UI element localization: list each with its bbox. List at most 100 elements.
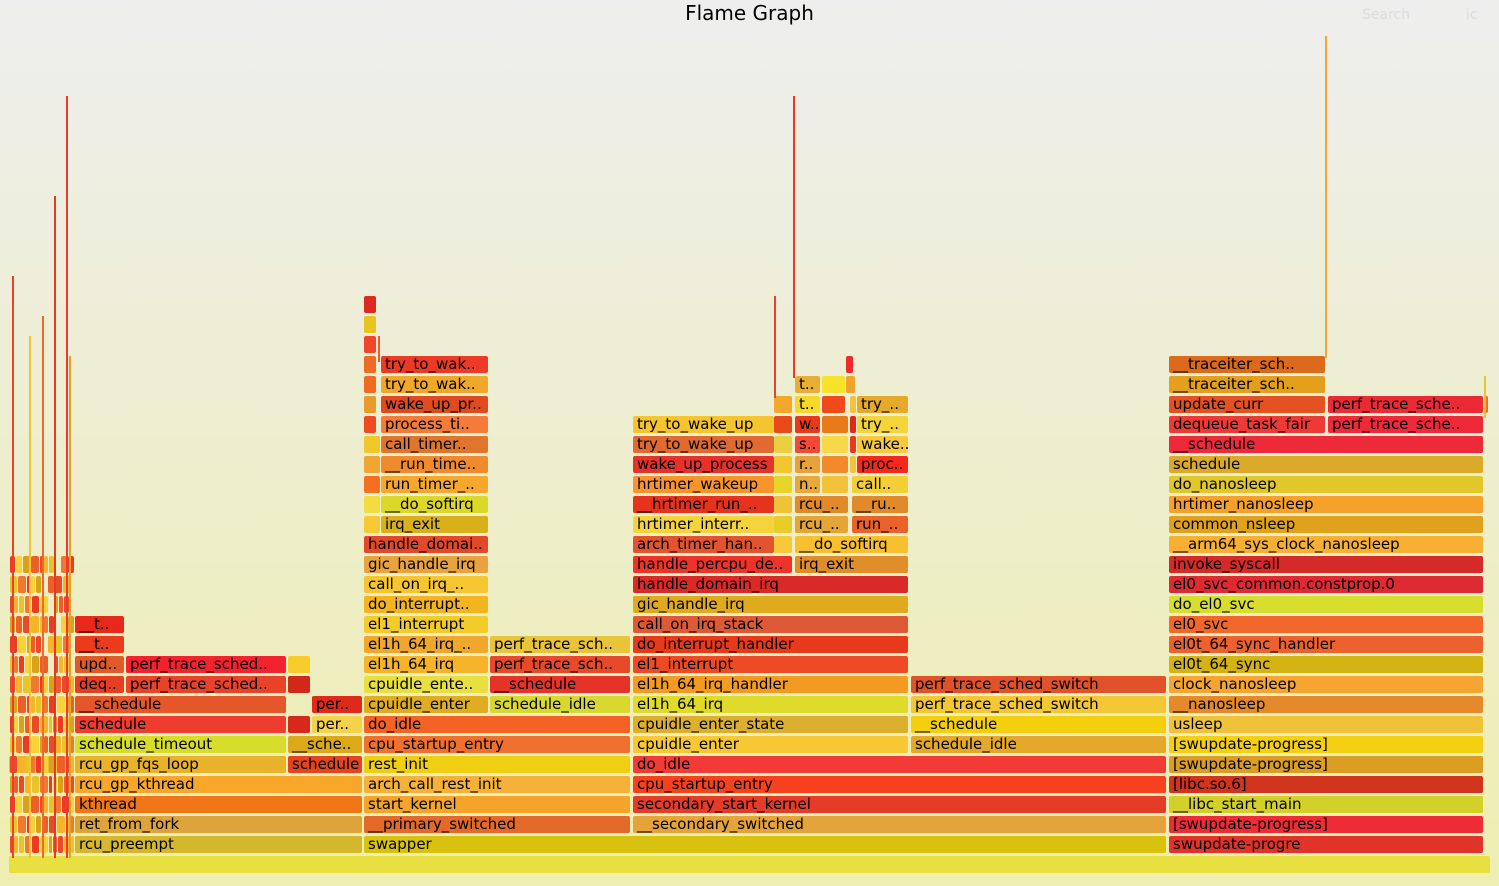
flame-frame-unlabeled[interactable] xyxy=(44,796,48,813)
flame-frame-unlabeled[interactable] xyxy=(61,616,67,633)
flame-frame[interactable]: cpuidle_ente.. xyxy=(364,676,488,693)
flame-frame-unlabeled[interactable] xyxy=(40,796,43,813)
flame-frame-unlabeled[interactable] xyxy=(40,836,48,853)
flame-frame-unlabeled[interactable] xyxy=(19,776,24,793)
flame-frame-root[interactable] xyxy=(9,856,1490,873)
flame-frame-unlabeled[interactable] xyxy=(49,696,56,713)
flame-frame[interactable]: __nanosleep xyxy=(1169,696,1483,713)
flame-frame-unlabeled[interactable] xyxy=(14,596,18,613)
flame-frame[interactable]: el0_svc_common.constprop.0 xyxy=(1169,576,1483,593)
flame-frame-unlabeled[interactable] xyxy=(23,676,30,693)
flame-frame[interactable]: rcu_.. xyxy=(795,516,848,533)
flame-frame-unlabeled[interactable] xyxy=(55,656,58,673)
flame-frame-unlabeled[interactable] xyxy=(364,436,380,453)
flame-frame-unlabeled[interactable] xyxy=(55,636,62,653)
flame-frame-unlabeled[interactable] xyxy=(58,716,63,733)
flame-frame-unlabeled[interactable] xyxy=(31,616,39,633)
flame-frame-unlabeled[interactable] xyxy=(62,796,69,813)
flame-frame-unlabeled[interactable] xyxy=(23,616,30,633)
flame-frame-unlabeled[interactable] xyxy=(288,656,310,673)
flame-frame[interactable]: __traceiter_sch.. xyxy=(1169,376,1325,393)
flame-sliver[interactable] xyxy=(54,196,56,858)
flame-frame-unlabeled[interactable] xyxy=(850,396,856,413)
flame-frame-unlabeled[interactable] xyxy=(23,556,30,573)
flame-frame-unlabeled[interactable] xyxy=(32,836,39,853)
ignore-case-toggle[interactable]: ic xyxy=(1466,7,1478,23)
flame-frame-unlabeled[interactable] xyxy=(31,576,35,593)
flame-frame-unlabeled[interactable] xyxy=(71,716,74,733)
flame-frame-unlabeled[interactable] xyxy=(14,656,18,673)
flame-frame[interactable]: call_on_irq_stack xyxy=(633,616,908,633)
flame-frame[interactable]: rcu_gp_kthread xyxy=(75,776,362,793)
flame-frame-unlabeled[interactable] xyxy=(25,656,31,673)
flame-frame-unlabeled[interactable] xyxy=(57,756,65,773)
flame-frame[interactable]: cpu_startup_entry xyxy=(633,776,1166,793)
flame-sliver[interactable] xyxy=(793,96,795,378)
flame-frame-unlabeled[interactable] xyxy=(70,696,74,713)
flame-frame-unlabeled[interactable] xyxy=(36,816,41,833)
flame-frame[interactable]: try_to_wak.. xyxy=(381,356,488,373)
flame-frame-unlabeled[interactable] xyxy=(70,676,74,693)
flame-frame-unlabeled[interactable] xyxy=(59,656,63,673)
flame-frame[interactable]: w.. xyxy=(795,416,820,433)
flame-frame-unlabeled[interactable] xyxy=(19,836,24,853)
flame-frame[interactable]: __do_softirq xyxy=(381,496,488,513)
flame-frame[interactable]: __run_time.. xyxy=(381,456,488,473)
flame-frame[interactable]: update_curr xyxy=(1169,396,1325,413)
flame-frame[interactable]: per.. xyxy=(312,716,362,733)
flame-frame-unlabeled[interactable] xyxy=(364,396,376,413)
flame-frame-unlabeled[interactable] xyxy=(25,776,31,793)
flame-frame[interactable]: __primary_switched xyxy=(364,816,630,833)
flame-frame[interactable]: try_.. xyxy=(857,416,908,433)
flame-frame-unlabeled[interactable] xyxy=(288,676,310,693)
flame-frame-unlabeled[interactable] xyxy=(14,836,18,853)
flame-frame[interactable]: schedule_idle xyxy=(911,736,1166,753)
flame-frame-unlabeled[interactable] xyxy=(822,476,848,493)
flame-frame-unlabeled[interactable] xyxy=(774,456,792,473)
flame-frame[interactable]: common_nsleep xyxy=(1169,516,1483,533)
flame-frame-unlabeled[interactable] xyxy=(31,736,39,753)
flame-frame[interactable]: el0t_64_sync xyxy=(1169,656,1483,673)
flame-frame-unlabeled[interactable] xyxy=(822,376,845,393)
flame-frame-unlabeled[interactable] xyxy=(31,556,39,573)
flame-frame-unlabeled[interactable] xyxy=(49,796,54,813)
flame-frame-unlabeled[interactable] xyxy=(68,616,74,633)
flame-frame-unlabeled[interactable] xyxy=(70,736,74,753)
flame-frame[interactable]: t.. xyxy=(795,396,820,413)
flame-frame[interactable]: perf_trace_sche.. xyxy=(1328,416,1483,433)
flame-frame[interactable]: el1h_64_irq xyxy=(364,656,488,673)
flame-frame[interactable]: do_idle xyxy=(364,716,630,733)
flame-frame-unlabeled[interactable] xyxy=(31,696,35,713)
flame-frame[interactable]: usleep xyxy=(1169,716,1483,733)
flame-frame-unlabeled[interactable] xyxy=(48,576,54,593)
flame-frame-unlabeled[interactable] xyxy=(27,696,30,713)
flame-frame[interactable]: wake.. xyxy=(857,436,908,453)
flame-frame-unlabeled[interactable] xyxy=(40,776,48,793)
flame-frame-unlabeled[interactable] xyxy=(364,456,380,473)
flame-frame-unlabeled[interactable] xyxy=(70,756,74,773)
flame-frame[interactable]: do_interrupt.. xyxy=(364,596,488,613)
flame-frame[interactable]: start_kernel xyxy=(364,796,630,813)
flame-frame[interactable]: hrtimer_interr.. xyxy=(633,516,774,533)
flame-frame[interactable]: t.. xyxy=(795,376,820,393)
flame-frame-unlabeled[interactable] xyxy=(364,496,380,513)
flame-sliver[interactable] xyxy=(378,336,380,362)
flame-frame[interactable]: el1h_64_irq_handler xyxy=(633,676,908,693)
flame-frame-unlabeled[interactable] xyxy=(61,556,67,573)
flame-frame-unlabeled[interactable] xyxy=(14,776,18,793)
flame-frame-unlabeled[interactable] xyxy=(364,356,376,373)
flame-frame-unlabeled[interactable] xyxy=(25,836,31,853)
flame-frame-unlabeled[interactable] xyxy=(36,756,41,773)
flame-frame[interactable]: run_.. xyxy=(852,516,908,533)
flame-frame[interactable]: perf_trace_sched_switch xyxy=(911,676,1166,693)
flame-frame-unlabeled[interactable] xyxy=(774,496,792,513)
flame-frame-unlabeled[interactable] xyxy=(40,676,43,693)
flame-frame-unlabeled[interactable] xyxy=(49,776,52,793)
flame-frame-unlabeled[interactable] xyxy=(27,576,30,593)
flame-frame[interactable]: do_nanosleep xyxy=(1169,476,1483,493)
flame-frame[interactable]: handle_domai.. xyxy=(364,536,488,553)
flame-frame-unlabeled[interactable] xyxy=(49,756,56,773)
flame-frame-unlabeled[interactable] xyxy=(10,656,13,673)
flame-frame[interactable]: hrtimer_nanosleep xyxy=(1169,496,1483,513)
flame-sliver[interactable] xyxy=(1484,376,1486,418)
